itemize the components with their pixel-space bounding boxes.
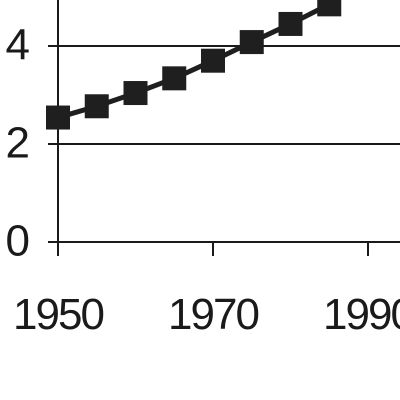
series-layer xyxy=(46,0,342,130)
grid-lines xyxy=(58,45,400,145)
x-tick-label-1970: 1970 xyxy=(168,290,258,339)
data-point-1970 xyxy=(201,48,225,73)
data-point-1980 xyxy=(278,11,303,36)
data-point-1960 xyxy=(123,81,148,106)
x-tick-label-1990: 1990 xyxy=(323,290,400,339)
data-point-1955 xyxy=(84,94,109,119)
x-tick-label-1950: 1950 xyxy=(13,290,103,339)
x-tick-labels: 1950 1970 1990 xyxy=(13,290,400,339)
data-point-1950 xyxy=(46,105,70,130)
data-point-1975 xyxy=(239,30,264,55)
y-tick-label-2: 2 xyxy=(6,119,30,168)
data-point-1985 xyxy=(317,0,342,17)
axes xyxy=(48,0,400,256)
data-point-1965 xyxy=(162,66,187,91)
y-tick-label-0: 0 xyxy=(6,217,30,266)
y-tick-label-4: 4 xyxy=(6,21,30,70)
y-tick-labels: 0 2 4 xyxy=(6,21,30,266)
